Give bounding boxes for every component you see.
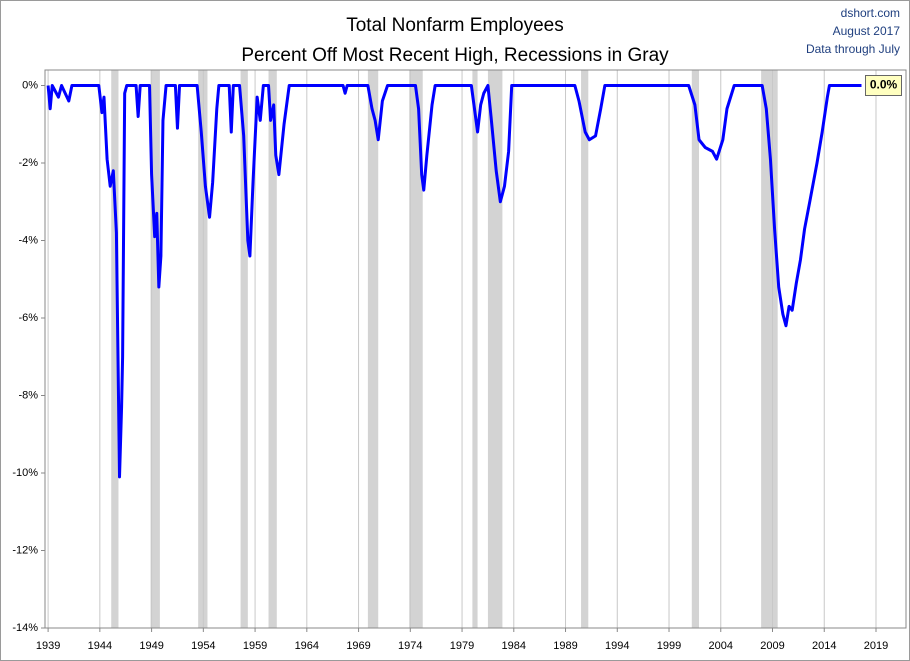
x-tick-label: 1939 bbox=[36, 640, 60, 652]
plot-border bbox=[44, 69, 907, 629]
recession-band bbox=[268, 70, 277, 628]
x-tick-label: 1944 bbox=[88, 640, 112, 652]
x-tick-label: 1979 bbox=[450, 640, 474, 652]
x-tick-label: 1984 bbox=[502, 640, 526, 652]
x-tick-label: 1994 bbox=[605, 640, 629, 652]
x-tick-label: 2009 bbox=[760, 640, 784, 652]
end-label: 0.0% bbox=[870, 78, 898, 92]
y-tick-label: -6% bbox=[18, 312, 38, 324]
x-tick-label: 2014 bbox=[812, 640, 836, 652]
source-note: Data through July bbox=[806, 42, 900, 56]
x-tick-label: 1999 bbox=[657, 640, 681, 652]
x-tick-label: 1954 bbox=[191, 640, 215, 652]
recession-band bbox=[581, 70, 589, 628]
x-tick-label: 1959 bbox=[243, 640, 267, 652]
x-tick-label: 1949 bbox=[139, 640, 163, 652]
recession-band bbox=[367, 70, 379, 628]
end-label-box bbox=[865, 75, 903, 96]
x-tick-label: 1989 bbox=[553, 640, 577, 652]
chart-title: Total Nonfarm Employees bbox=[346, 15, 564, 36]
x-tick-label: 2019 bbox=[864, 640, 888, 652]
y-tick-label: -14% bbox=[12, 622, 38, 634]
x-tick-label: 1964 bbox=[295, 640, 319, 652]
y-tick-label: 0% bbox=[22, 79, 38, 91]
y-tick-label: -2% bbox=[18, 157, 38, 169]
x-tick-label: 2004 bbox=[709, 640, 733, 652]
source-note: dshort.com bbox=[841, 6, 900, 20]
recession-band bbox=[409, 70, 423, 628]
recession-band bbox=[150, 70, 160, 628]
recession-band bbox=[111, 70, 119, 628]
y-tick-label: -4% bbox=[18, 234, 38, 246]
recession-band bbox=[198, 70, 208, 628]
x-tick-label: 1974 bbox=[398, 640, 422, 652]
recession-band bbox=[691, 70, 700, 628]
x-tick-label: 1969 bbox=[346, 640, 370, 652]
y-tick-label: -10% bbox=[12, 467, 38, 479]
recession-band bbox=[487, 70, 503, 628]
recession-band bbox=[472, 70, 478, 628]
chart-subtitle: Percent Off Most Recent High, Recessions… bbox=[241, 45, 669, 66]
y-tick-label: -12% bbox=[12, 544, 38, 556]
recession-band bbox=[240, 70, 248, 628]
y-tick-label: -8% bbox=[18, 389, 38, 401]
source-note: August 2017 bbox=[833, 24, 901, 38]
data-line bbox=[46, 84, 862, 479]
